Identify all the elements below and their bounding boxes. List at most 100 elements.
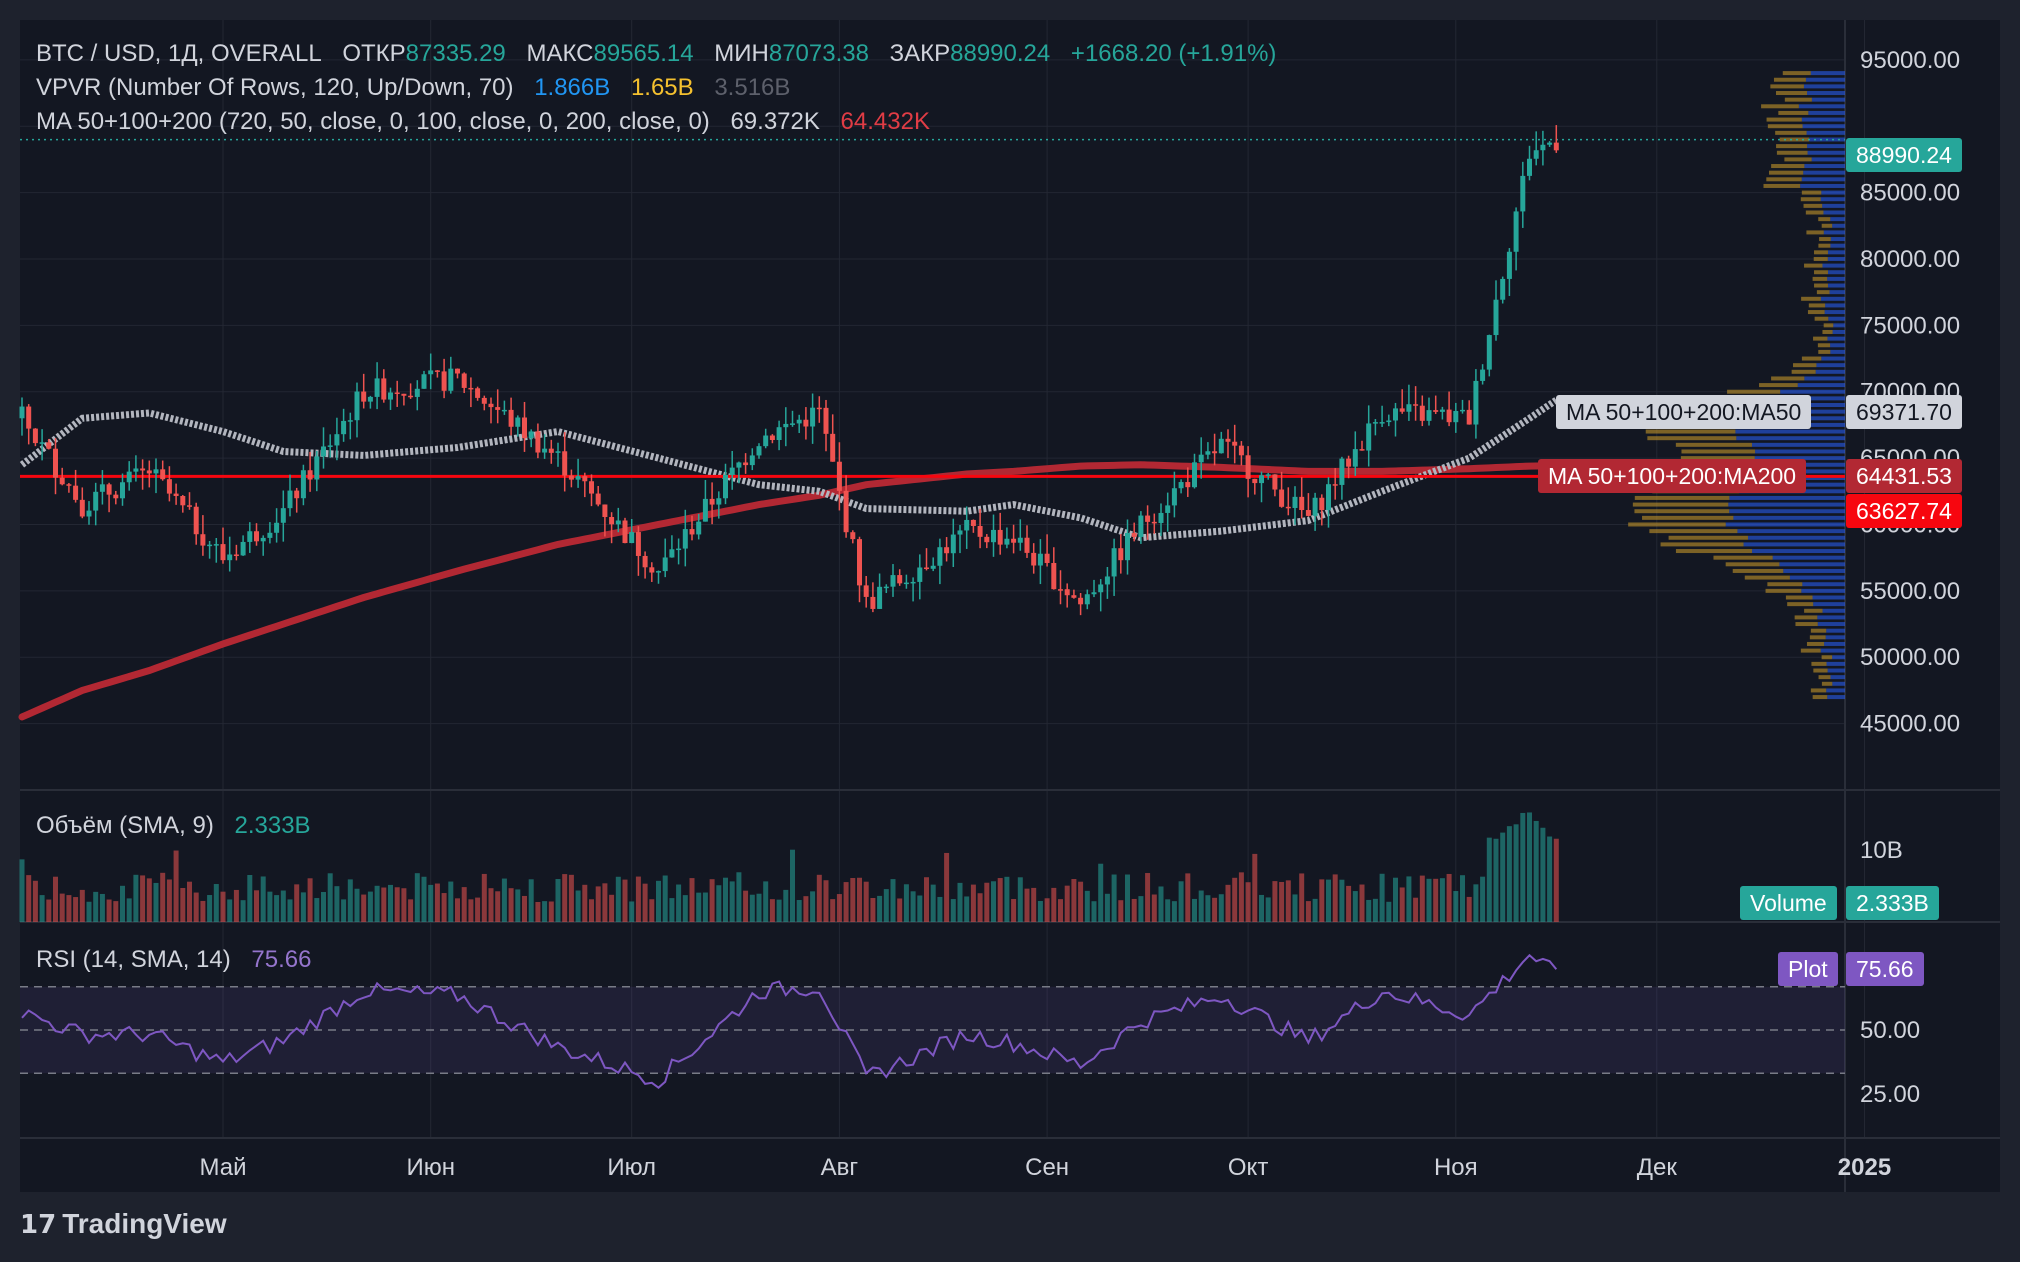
- vpvr-row-down: [1804, 608, 1823, 613]
- candle-body: [1011, 538, 1017, 543]
- candle-body: [421, 374, 427, 389]
- candle-body: [1158, 512, 1164, 523]
- volume-bar: [173, 850, 179, 922]
- candle-body: [803, 419, 809, 427]
- vpvr-row-up: [1752, 549, 1845, 554]
- volume-bar: [1527, 812, 1532, 922]
- vpvr-row-down: [1681, 449, 1756, 454]
- volume-bar: [863, 881, 869, 922]
- vpvr-row-up: [1830, 237, 1845, 242]
- vpvr-row-down: [1817, 343, 1831, 348]
- vpvr-row-down: [1810, 628, 1827, 633]
- volume-bar: [1540, 827, 1546, 922]
- volume-bar: [280, 890, 286, 922]
- candle-body: [495, 407, 501, 410]
- volume-title: Объём (SMA, 9): [36, 812, 214, 839]
- vpvr-row-up: [1832, 681, 1845, 686]
- volume-bar: [1138, 896, 1144, 922]
- ma200-name-label: MA 50+100+200:MA200: [1538, 459, 1807, 493]
- candle-body: [810, 407, 816, 427]
- candle-body: [1406, 404, 1412, 412]
- volume-bar: [1091, 901, 1097, 922]
- volume-bar: [1366, 899, 1372, 922]
- candle-body: [1004, 538, 1010, 545]
- volume-bar: [1238, 872, 1244, 922]
- volume-bar: [890, 879, 896, 922]
- candle-body: [843, 490, 849, 533]
- volume-bar: [1453, 891, 1459, 922]
- vpvr-row-up: [1729, 495, 1845, 500]
- vpvr-row-up: [1812, 595, 1845, 600]
- vpvr-row-down: [1821, 223, 1833, 228]
- candle-body: [669, 549, 675, 558]
- candle-body: [307, 470, 313, 480]
- vpvr-row-down: [1812, 695, 1828, 700]
- volume-bar: [756, 893, 762, 922]
- volume-bar: [1332, 874, 1338, 922]
- candle-body: [367, 396, 373, 402]
- candle-body: [133, 468, 139, 472]
- volume-bar: [1547, 836, 1553, 922]
- price-tick-label: 75000.00: [1860, 312, 1960, 339]
- candle-body: [542, 448, 548, 453]
- ma-title: MA 50+100+200 (720, 50, close, 0, 100, c…: [36, 108, 710, 135]
- vpvr-row-up: [1755, 449, 1845, 454]
- volume-bar: [917, 895, 923, 922]
- volume-bar: [1051, 887, 1057, 922]
- candle-body: [53, 448, 58, 478]
- volume-bar: [367, 891, 373, 922]
- volume-bar: [73, 897, 79, 922]
- candle-body: [1151, 521, 1157, 524]
- volume-bar: [823, 880, 829, 922]
- time-tick-label: Сен: [1025, 1154, 1069, 1181]
- candle-body: [1305, 510, 1311, 516]
- candle-body: [816, 407, 822, 410]
- candle-body: [1312, 497, 1318, 516]
- vpvr-row-down: [1668, 535, 1748, 540]
- vpvr-row-down: [1645, 429, 1736, 434]
- volume-bar: [562, 874, 568, 922]
- candle-body: [508, 409, 514, 427]
- vpvr-row-up: [1830, 217, 1845, 222]
- volume-sma-value: 2.333B: [234, 812, 311, 839]
- volume-bar: [488, 888, 494, 922]
- volume-bar: [897, 898, 903, 922]
- ma50-polyline: [19, 397, 1559, 542]
- volume-bar: [421, 876, 427, 922]
- vpvr-row-down: [1818, 243, 1831, 248]
- volume-bar: [548, 901, 554, 922]
- candle-body: [857, 539, 862, 586]
- candle-body: [93, 491, 99, 511]
- candle-body: [656, 571, 661, 573]
- candle-body: [1319, 497, 1325, 511]
- candle-body: [1285, 506, 1291, 509]
- vpvr-row-down: [1805, 210, 1824, 215]
- volume-bar: [475, 897, 481, 922]
- candle-body: [240, 541, 246, 556]
- candle-body: [113, 494, 119, 499]
- volume-bar: [1493, 838, 1499, 922]
- volume-bar: [1078, 881, 1084, 922]
- time-tick-label: Июл: [607, 1154, 656, 1181]
- tv-logo-icon: 𝟭𝟳: [20, 1209, 57, 1239]
- volume-bar: [274, 895, 280, 922]
- vpvr-row-up: [1829, 290, 1845, 295]
- ma200-value-label: 64431.53: [1846, 459, 1962, 493]
- volume-bar: [46, 899, 52, 922]
- volume-bar: [126, 898, 132, 922]
- candle-body: [1205, 451, 1211, 455]
- volume-bar: [140, 875, 146, 922]
- vpvr-row-down: [1794, 615, 1818, 620]
- vpvr-row-up: [1808, 110, 1845, 115]
- candle-body: [836, 461, 842, 491]
- volume-bar: [1379, 873, 1385, 922]
- volume-bar: [1218, 894, 1224, 922]
- vpvr-row-up: [1811, 157, 1845, 162]
- vpvr-row-up: [1820, 296, 1845, 301]
- volume-bar: [300, 892, 306, 922]
- candle-body: [702, 498, 708, 522]
- vpvr-row-up: [1747, 535, 1845, 540]
- vpvr-row-up: [1817, 622, 1845, 627]
- volume-bar: [924, 877, 929, 922]
- volume-bar: [1520, 812, 1526, 922]
